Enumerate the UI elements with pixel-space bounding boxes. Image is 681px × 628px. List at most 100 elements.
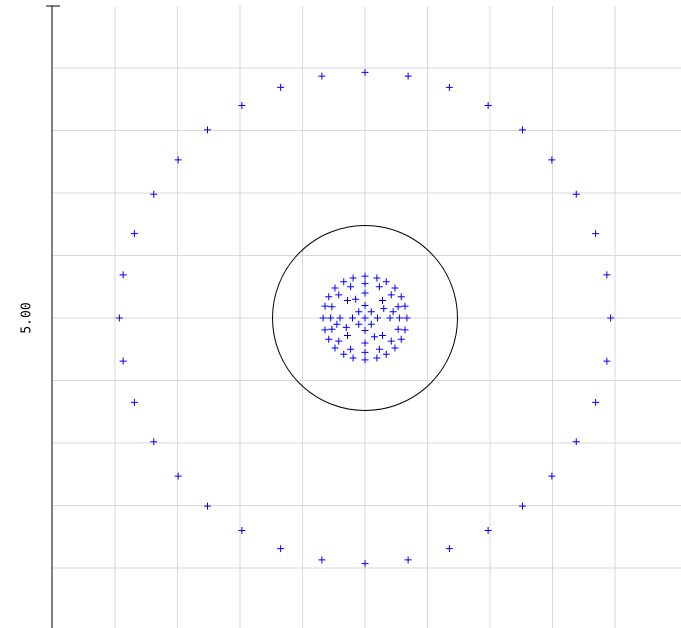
data-point	[340, 278, 348, 286]
data-point	[548, 156, 556, 164]
data-point	[349, 354, 357, 362]
data-point	[119, 271, 127, 279]
data-point	[331, 344, 339, 352]
data-point	[238, 102, 246, 109]
data-point	[391, 284, 399, 292]
data-point	[548, 472, 556, 480]
data-point	[349, 274, 357, 282]
data-points	[115, 68, 615, 568]
data-point	[277, 545, 285, 553]
data-point	[318, 72, 326, 80]
data-point	[445, 545, 453, 553]
data-point	[361, 348, 369, 356]
data-point	[397, 335, 405, 343]
data-point	[361, 280, 369, 288]
data-point	[347, 345, 355, 353]
data-point	[391, 344, 399, 352]
data-point	[130, 230, 138, 238]
data-point	[150, 190, 158, 198]
data-point	[321, 302, 329, 310]
data-point	[318, 556, 326, 564]
data-point	[373, 354, 381, 362]
data-point	[333, 320, 341, 328]
data-point	[361, 302, 369, 309]
data-point	[335, 291, 343, 299]
data-point	[361, 339, 369, 347]
data-point	[344, 332, 351, 339]
data-point	[397, 293, 405, 301]
data-point	[238, 527, 246, 534]
data-point	[335, 337, 343, 345]
data-point	[373, 274, 381, 282]
data-point	[375, 283, 383, 291]
data-point	[344, 297, 351, 304]
data-point	[328, 325, 336, 333]
data-point	[484, 527, 492, 534]
data-point	[174, 156, 182, 164]
data-point	[484, 102, 492, 109]
data-point	[404, 72, 412, 80]
data-point	[361, 356, 369, 364]
data-point	[394, 303, 402, 311]
data-point	[277, 83, 285, 91]
data-point	[403, 314, 411, 322]
data-point	[519, 126, 526, 134]
data-point	[361, 314, 369, 322]
data-point	[174, 472, 182, 480]
data-point	[603, 271, 611, 279]
grid-lines	[52, 6, 681, 628]
data-point	[361, 68, 369, 76]
data-point	[379, 332, 386, 339]
data-point	[321, 326, 329, 334]
data-point	[572, 438, 580, 446]
data-point	[204, 502, 211, 510]
data-point	[367, 308, 375, 316]
data-point	[325, 335, 333, 343]
data-point	[395, 314, 403, 322]
data-point	[603, 357, 611, 365]
data-point	[349, 314, 356, 322]
data-point	[340, 350, 348, 358]
y-axis	[46, 5, 60, 628]
data-point	[445, 83, 453, 91]
data-point	[519, 502, 526, 510]
data-point	[370, 333, 378, 341]
data-point	[367, 320, 375, 328]
data-point	[389, 308, 397, 316]
data-point	[607, 314, 615, 322]
data-point	[331, 284, 339, 292]
data-point	[130, 398, 138, 406]
data-point	[336, 314, 344, 322]
data-point	[327, 314, 335, 322]
data-point	[394, 325, 402, 333]
data-point	[361, 327, 369, 334]
data-point	[401, 302, 409, 310]
data-point	[119, 357, 127, 365]
data-point	[361, 560, 369, 568]
data-point	[342, 323, 350, 331]
data-point	[150, 438, 158, 446]
data-point	[204, 126, 211, 134]
data-point	[379, 297, 386, 304]
data-point	[374, 314, 381, 322]
data-point	[115, 314, 123, 322]
data-point	[319, 314, 327, 322]
data-point	[361, 272, 369, 280]
data-point	[572, 190, 580, 198]
data-point	[592, 398, 600, 406]
data-point	[382, 278, 390, 286]
data-point	[380, 305, 388, 313]
data-point	[375, 345, 383, 353]
data-point	[387, 291, 395, 299]
reference-circle	[272, 225, 458, 411]
data-point	[361, 289, 369, 297]
data-point	[352, 295, 360, 303]
data-point	[387, 337, 395, 345]
data-point	[382, 350, 390, 358]
data-point	[592, 230, 600, 238]
data-point	[386, 314, 394, 322]
data-point	[328, 303, 336, 311]
data-point	[401, 326, 409, 334]
y-tick-label: 5.00	[20, 302, 35, 333]
